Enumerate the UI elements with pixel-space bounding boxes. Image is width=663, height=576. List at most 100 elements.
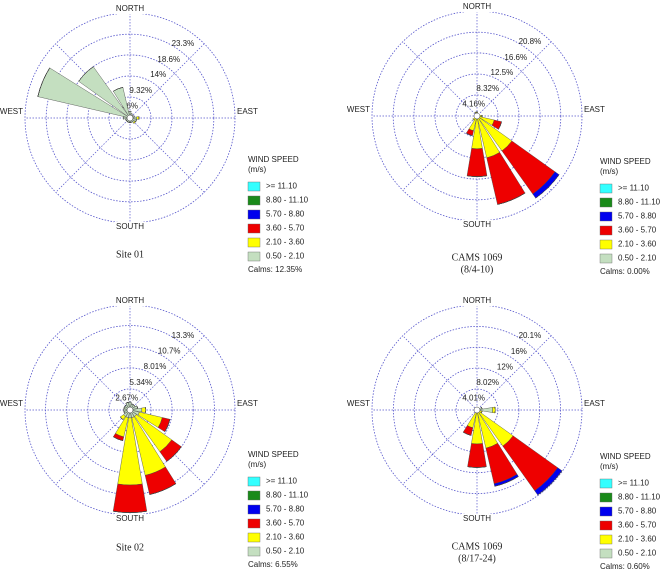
legend-label: 8.80 - 11.10: [266, 491, 309, 500]
legend-label: 5.70 - 8.80: [618, 212, 657, 221]
legend-swatch: [247, 251, 261, 262]
petal-segment: [537, 470, 563, 496]
petal-segment: [492, 406, 496, 414]
legend-label: 0.50 - 2.10: [266, 252, 305, 261]
center-hole: [473, 406, 481, 414]
legend-swatch: [599, 548, 613, 559]
ring: [434, 73, 520, 159]
petal-segment: [126, 120, 128, 122]
direction-label: WEST: [0, 399, 23, 408]
ring: [392, 31, 562, 201]
legend-swatch: [247, 181, 261, 192]
caption: CAMS 1069: [452, 252, 503, 263]
ring: [87, 75, 173, 161]
legend-label: >= 11.10: [618, 479, 650, 488]
calms-label: Calms: 6.55%: [248, 560, 298, 569]
ring: [371, 10, 583, 222]
direction-label: EAST: [237, 107, 258, 116]
calms-label: Calms: 0.00%: [600, 267, 650, 276]
legend-label: 8.80 - 11.10: [618, 198, 661, 207]
legend-label: 3.60 - 5.70: [266, 224, 305, 233]
direction-label: NORTH: [116, 296, 145, 305]
legend-swatch: [599, 253, 613, 264]
petal-segment: [124, 404, 127, 407]
ring-label: 8.01%: [144, 362, 167, 371]
legend-swatch: [247, 490, 261, 501]
legend-label: 8.80 - 11.10: [618, 493, 661, 502]
petal-segment: [141, 407, 146, 413]
ring: [393, 326, 561, 494]
legend-label: 3.60 - 5.70: [618, 226, 657, 235]
ring-label: 4.16%: [462, 100, 485, 109]
legend-swatch: [599, 534, 613, 545]
legend-swatch: [247, 532, 261, 543]
legend-title: WIND SPEED: [248, 450, 299, 459]
ring-label: 12.5%: [491, 68, 514, 77]
legend-swatch: [599, 197, 613, 208]
ring-label: 14%: [150, 70, 166, 79]
petal-segment: [481, 407, 483, 409]
legend-title: WIND SPEED: [600, 157, 651, 166]
legend-label: 2.10 - 3.60: [618, 240, 657, 249]
direction-label: SOUTH: [463, 514, 491, 523]
direction-label: EAST: [584, 105, 605, 114]
legend-title: WIND SPEED: [248, 155, 299, 164]
petal-segment: [112, 483, 148, 513]
caption: Site 02: [116, 542, 144, 553]
legend-label: 0.50 - 2.10: [618, 549, 657, 558]
petal-segment: [131, 403, 134, 405]
direction-label-bg: [114, 514, 146, 524]
legend-swatch: [247, 518, 261, 529]
petal-segment: [123, 411, 125, 414]
ring-label: 12%: [497, 363, 513, 372]
ring-label: 16.6%: [504, 53, 527, 62]
petal-segment: [135, 119, 137, 122]
direction-label: SOUTH: [116, 514, 144, 523]
petal-segment: [130, 121, 133, 123]
legend-label: >= 11.10: [266, 182, 298, 191]
legend-label: 0.50 - 2.10: [266, 547, 305, 556]
ring: [455, 388, 499, 432]
direction-label: WEST: [347, 105, 370, 114]
direction-label-bg: [461, 296, 493, 306]
direction-label: NORTH: [463, 296, 492, 305]
petal-segment: [113, 87, 123, 92]
legend-title: (m/s): [600, 462, 619, 471]
legend-title: (m/s): [600, 167, 619, 176]
legend-swatch: [599, 492, 613, 503]
petal-segment: [133, 404, 136, 407]
ring: [371, 304, 583, 516]
direction-label-bg: [344, 105, 370, 115]
legend-swatch: [599, 211, 613, 222]
petal-segment: [123, 406, 125, 409]
center-hole: [126, 406, 134, 414]
ring: [66, 54, 194, 182]
legend-label: 5.70 - 8.80: [266, 505, 305, 514]
petal-segment: [130, 113, 133, 115]
calms-label: Calms: 0.60%: [600, 562, 650, 571]
legend-swatch: [599, 225, 613, 236]
legend-label: >= 11.10: [618, 184, 650, 193]
center-hole: [126, 114, 134, 122]
ring-label: 8.32%: [476, 84, 499, 93]
petal-segment: [133, 115, 135, 118]
petal-segment: [149, 483, 177, 495]
petal-segment: [474, 111, 477, 113]
direction-label: NORTH: [116, 4, 145, 13]
legend-title: (m/s): [248, 460, 267, 469]
petal-segment: [136, 405, 138, 409]
center-hole: [473, 112, 481, 120]
legend-label: 2.10 - 3.60: [618, 535, 657, 544]
legend-label: 2.10 - 3.60: [266, 238, 305, 247]
ring-label: 9.32%: [129, 86, 152, 95]
legend-swatch: [247, 504, 261, 515]
petal-segment: [467, 443, 487, 468]
legend-label: 5.70 - 8.80: [618, 507, 657, 516]
petal-segment: [166, 446, 182, 462]
direction-label-bg: [584, 399, 610, 409]
legend-label: 2.10 - 3.60: [266, 533, 305, 542]
ring: [108, 96, 152, 140]
legend-swatch: [247, 195, 261, 206]
legend-label: 8.80 - 11.10: [266, 196, 309, 205]
ring-label: 18.6%: [157, 55, 180, 64]
